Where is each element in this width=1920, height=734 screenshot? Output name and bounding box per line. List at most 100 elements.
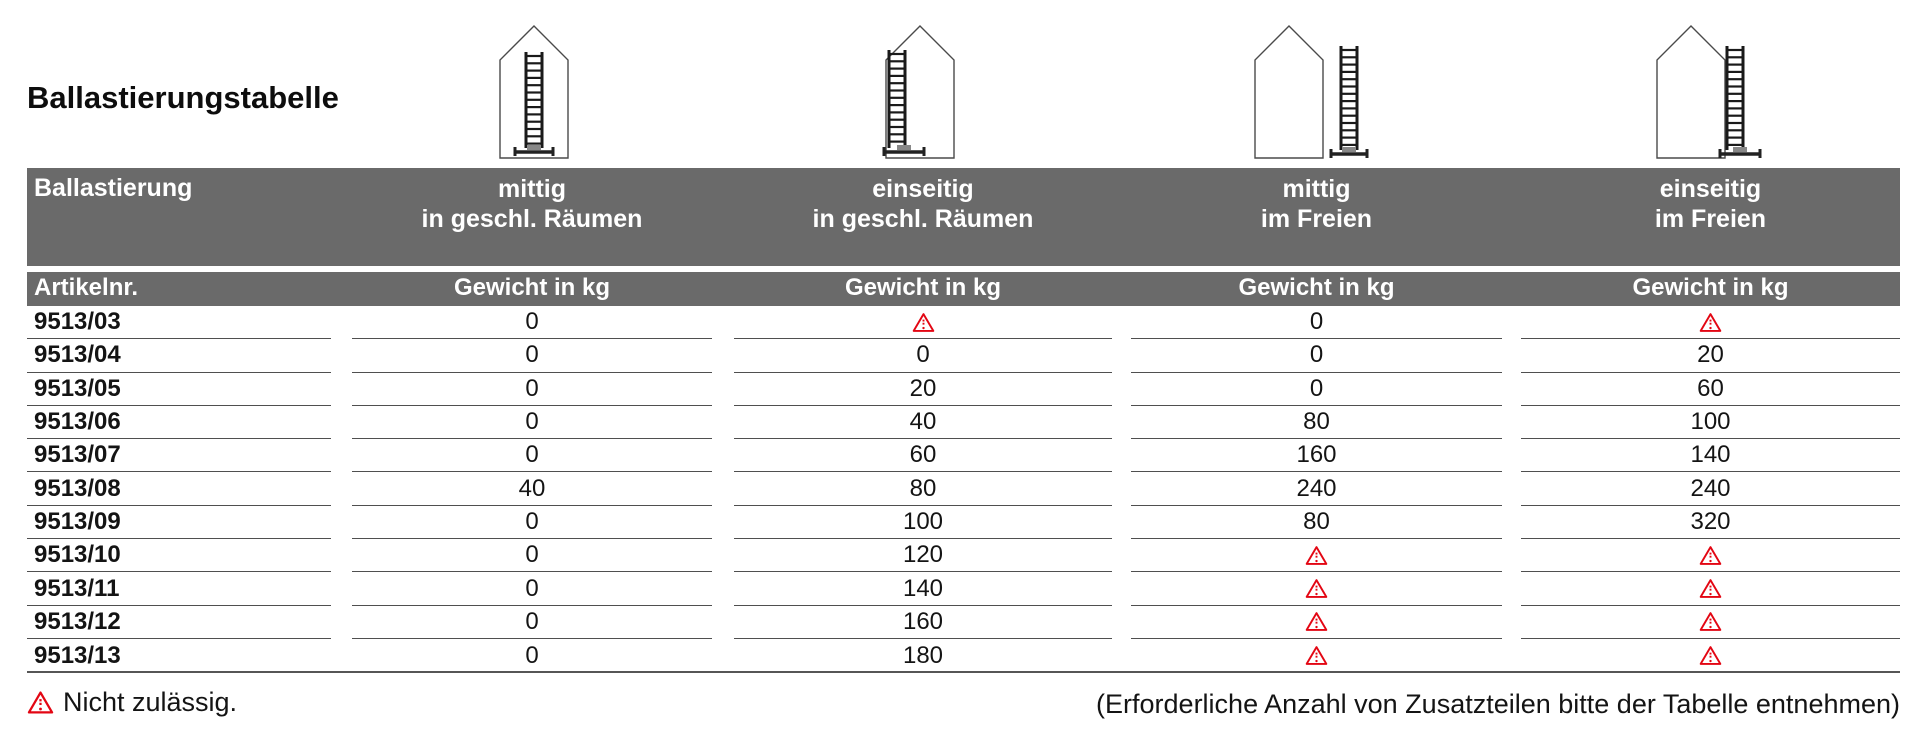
artikelnr-cell: 9513/11 [27,572,331,606]
weight-cell: 60 [1521,373,1900,406]
weight-cell: 0 [352,606,712,639]
weight-cell [1521,639,1900,672]
artikelnr-cell: 9513/06 [27,406,331,440]
weight-cell: 80 [734,472,1112,506]
warning-icon [27,690,54,715]
weight-cell: 0 [352,339,712,373]
weight-cell [1131,639,1502,672]
warning-icon [1305,545,1328,565]
weight-cell: 0 [525,641,539,669]
table-row: 9513/04 0 0 0 20 [0,339,1920,373]
weight-cell: 140 [1521,439,1900,473]
weight-cell: 320 [1521,506,1900,540]
weight-cell: 0 [352,572,712,606]
weight-cell: 160 [734,606,1112,639]
group-header-line1: einseitig [872,175,974,203]
weight-cell: 0 [352,506,712,540]
weight-cell: 0 [352,406,712,440]
table-body: 9513/03 0 0 9513/04 0 0 0 20 9513/05 0 20 0 60 9513/0… [0,306,1920,672]
warning-icon [1305,579,1328,598]
weight-cell [1521,306,1900,340]
warning-icon [912,312,934,332]
table-group-header: Ballastierung mittig in geschl. Räumen ein… [27,168,1900,266]
warning-icon [1699,646,1722,665]
weight-cell: 160 [1131,439,1502,473]
sub-header-weight-label: Gewicht in kg [453,274,611,301]
group-header-line1: mittig [1282,175,1351,203]
weight-cell: 40 [734,406,1112,440]
table-row: 9513/08 40 80 240 240 [0,472,1920,506]
weight-cell: 0 [352,539,712,573]
weight-cell: 0 [734,339,1112,373]
group-header-line2: in geschl. Räumen [812,205,1034,233]
house-ladder-centered-outdoor-icon [1254,25,1369,159]
sub-header-weight-label: Gewicht in kg [1238,274,1395,301]
weight-cell: 0 [1131,373,1502,406]
artikelnr-cell: 9513/10 [27,539,331,573]
table-row: 9513/11 0 140 [0,572,1920,606]
warning-icon [1699,312,1722,332]
artikelnr-cell: 9513/13 [34,641,121,669]
warning-icon [1699,612,1722,632]
artikelnr-cell: 9513/08 [27,472,331,506]
group-header-ballastierung: Ballastierung [34,174,193,202]
weight-cell: 240 [1131,472,1502,506]
warning-icon [1699,579,1722,598]
table-row: 9513/03 0 0 [0,306,1920,340]
weight-cell [1521,539,1900,573]
weight-cell [1131,539,1502,573]
page-title: Ballastierungstabelle [27,80,339,115]
weight-cell: 0 [352,306,712,340]
warning-icon [1699,545,1722,565]
footnote-additional-parts: (Erforderliche Anzahl von Zusatzteilen b… [1096,689,1900,719]
weight-cell: 0 [1131,306,1502,340]
group-header-line2: im Freien [1260,205,1373,233]
warning-icon [1305,646,1328,665]
artikelnr-cell: 9513/07 [27,439,331,473]
group-header-line2: in geschl. Räumen [421,205,643,233]
table-row: 9513/07 0 60 160 140 [0,439,1920,473]
group-header-col: einseitig in geschl. Räumen [734,174,1112,234]
house-ladder-onesided-outdoor-icon [1656,25,1762,159]
weight-cell: 180 [902,641,944,669]
footnote-not-permitted-label: Nicht zulässig. [63,686,238,717]
artikelnr-cell: 9513/03 [27,306,331,340]
weight-cell: 0 [352,439,712,473]
table-bottom-border [27,671,1900,673]
weight-cell [734,306,1112,340]
weight-cell: 100 [734,506,1112,540]
table-row: 9513/05 0 20 0 60 [0,373,1920,406]
weight-cell: 140 [734,572,1112,606]
group-header-col: mittig im Freien [1131,174,1502,234]
table-row: 9513/06 0 40 80 100 [0,406,1920,440]
house-ladder-onesided-indoor-icon [882,25,955,159]
table-row: 9513/10 0 120 [0,539,1920,573]
table-row: 9513/13 0 180 [0,639,1920,672]
artikelnr-cell: 9513/12 [27,606,331,639]
warning-icon [1305,612,1328,632]
weight-cell: 100 [1521,406,1900,440]
weight-cell: 0 [352,373,712,406]
weight-cell [1521,572,1900,606]
weight-cell: 0 [1131,339,1502,373]
artikelnr-cell: 9513/09 [27,506,331,540]
house-ladder-centered-indoor-icon [499,25,569,159]
weight-cell: 20 [734,373,1112,406]
footnote-not-permitted: Nicht zulässig. [27,686,237,718]
sub-header-weight-label: Gewicht in kg [844,274,1002,301]
weight-cell: 80 [1131,406,1502,440]
sub-header-artikelnr: Artikelnr. [34,274,139,301]
warning-icon [27,690,54,714]
group-header-col: einseitig im Freien [1521,174,1900,234]
group-header-col: mittig in geschl. Räumen [352,174,712,234]
weight-cell: 60 [734,439,1112,473]
artikelnr-cell: 9513/05 [27,373,331,406]
sub-header-weight-label: Gewicht in kg [1632,274,1789,301]
weight-cell: 20 [1521,339,1900,373]
weight-cell: 240 [1521,472,1900,506]
table-row: 9513/09 0 100 80 320 [0,506,1920,540]
group-header-line1: einseitig [1659,175,1762,203]
artikelnr-cell: 9513/04 [27,339,331,373]
group-header-line1: mittig [497,175,567,203]
weight-cell [1131,572,1502,606]
